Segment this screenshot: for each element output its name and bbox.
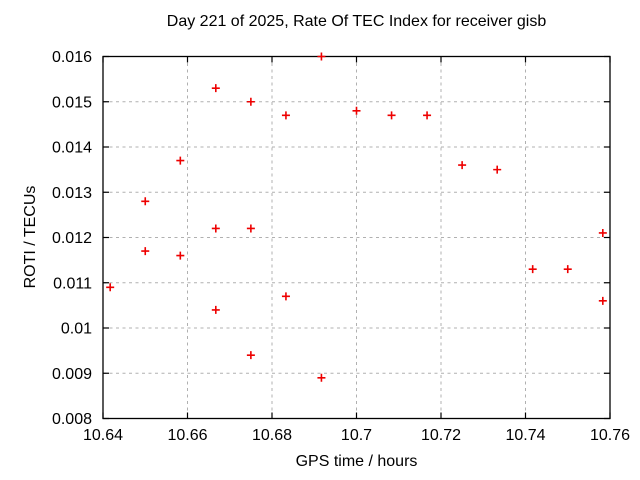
y-tick-label: 0.016 xyxy=(52,49,92,66)
y-tick-label: 0.008 xyxy=(52,411,92,428)
data-point-marker xyxy=(211,224,220,233)
y-tick-label: 0.011 xyxy=(53,275,92,292)
data-point-marker xyxy=(598,296,607,305)
data-point-marker xyxy=(281,111,290,120)
data-point-marker xyxy=(141,247,150,256)
x-tick-label: 10.66 xyxy=(167,427,207,444)
y-tick-label: 0.012 xyxy=(52,230,92,247)
data-point-marker xyxy=(423,111,432,120)
data-point-marker xyxy=(246,351,255,360)
data-point-marker xyxy=(176,251,185,260)
y-tick-label: 0.015 xyxy=(52,94,92,111)
y-tick-label: 0.013 xyxy=(52,185,92,202)
plot-border xyxy=(102,55,611,420)
data-point-marker xyxy=(211,84,220,93)
x-tick-label: 10.64 xyxy=(83,427,123,444)
data-point-marker xyxy=(246,97,255,106)
data-point-marker xyxy=(141,197,150,206)
x-tick-label: 10.76 xyxy=(590,427,630,444)
data-point-marker xyxy=(563,265,572,274)
y-tick-label: 0.01 xyxy=(61,321,92,338)
x-tick-label: 10.74 xyxy=(505,427,545,444)
data-point-marker xyxy=(493,165,502,174)
x-tick-label: 10.68 xyxy=(252,427,292,444)
data-point-marker xyxy=(211,305,220,314)
data-point-marker xyxy=(458,161,467,170)
data-point-marker xyxy=(598,228,607,237)
chart-title: Day 221 of 2025, Rate Of TEC Index for r… xyxy=(166,13,547,30)
data-point-marker xyxy=(352,106,361,115)
data-point-marker xyxy=(528,265,537,274)
x-axis-label: GPS time / hours xyxy=(295,453,418,470)
data-point-marker xyxy=(106,283,115,292)
data-point-marker xyxy=(317,373,326,382)
x-tick-label: 10.7 xyxy=(341,427,372,444)
y-tick-label: 0.009 xyxy=(52,366,92,383)
data-point-marker xyxy=(246,224,255,233)
data-point-marker xyxy=(317,52,326,61)
y-tick-label: 0.014 xyxy=(52,140,92,157)
x-tick-label: 10.72 xyxy=(421,427,461,444)
data-point-marker xyxy=(281,292,290,301)
data-point-marker xyxy=(176,156,185,165)
data-point-marker xyxy=(387,111,396,120)
